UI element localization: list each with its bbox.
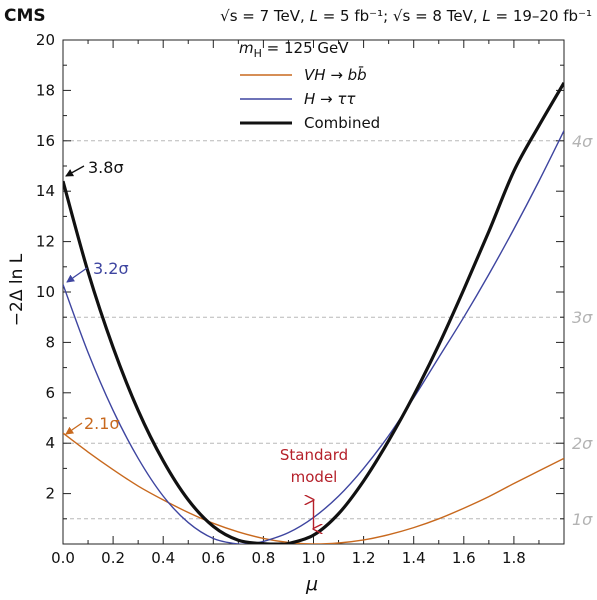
y-tick-label: 20 <box>36 31 55 49</box>
y-tick-label: 8 <box>45 333 55 351</box>
legend-header-sub: H <box>254 47 262 60</box>
sigma-label: 1σ <box>572 510 593 529</box>
legend-entry-bb: VH → bb̄ <box>240 65 367 84</box>
legend-header: mH = 125 GeV <box>239 39 349 60</box>
legend-header-rest: = 125 GeV <box>262 39 349 57</box>
annotation-bb: 2.1σ <box>65 414 120 435</box>
x-tick-label: 0.2 <box>101 549 125 567</box>
annotation-arrow-bb <box>65 422 83 435</box>
lumi-symbol-2: L <box>482 7 490 25</box>
x-ticks: 0.0 0.2 0.4 0.6 0.8 1.0 1.2 1.4 1.6 1.8 <box>51 40 540 567</box>
y-tick-label: 4 <box>45 434 55 452</box>
annotation-label-tautau: 3.2σ <box>93 259 129 278</box>
x-tick-label: 1.8 <box>502 549 526 567</box>
y-ticks: 2 4 6 8 10 12 14 16 18 20 <box>36 31 564 520</box>
sqrt-s-1: √s <box>220 7 238 25</box>
energy-lumi-header: √s = 7 TeV, L = 5 fb⁻¹; √s = 8 TeV, L = … <box>220 7 592 25</box>
legend-entry-combined: Combined <box>240 114 380 132</box>
y-tick-label: 18 <box>36 81 55 99</box>
series-lines <box>63 82 564 544</box>
sigma-label: 4σ <box>572 132 593 151</box>
sigma-label: 3σ <box>572 308 593 327</box>
legend-label-bb: VH → bb̄ <box>304 65 367 84</box>
legend-header-m: m <box>239 39 254 57</box>
annotation-tautau: 3.2σ <box>66 259 129 283</box>
sigma-label: 2σ <box>572 434 593 453</box>
lumi-2: = 19–20 fb⁻¹ <box>491 7 592 25</box>
annotation-combined: 3.8σ <box>65 158 124 177</box>
annotation-arrow-combined <box>65 165 85 177</box>
energy-2: = 8 TeV, <box>410 7 482 25</box>
x-axis-title: μ <box>305 573 318 595</box>
x-tick-label: 0.0 <box>51 549 75 567</box>
standard-model-label-1: Standard <box>280 446 348 464</box>
energy-1: = 7 TeV, <box>238 7 310 25</box>
series-line-vh-bb <box>63 432 564 544</box>
lumi-1: = 5 fb⁻¹; <box>318 7 393 25</box>
legend-label-combined: Combined <box>304 114 380 132</box>
x-tick-label: 0.4 <box>151 549 175 567</box>
x-tick-label: 0.8 <box>251 549 275 567</box>
series-line-h-tautau <box>63 130 564 544</box>
y-tick-label: 10 <box>36 283 55 301</box>
y-tick-label: 6 <box>45 384 55 402</box>
annotation-label-combined: 3.8σ <box>88 158 124 177</box>
y-axis-title: −2Δ ln L <box>7 253 27 326</box>
annotation-arrow-tautau <box>66 267 88 283</box>
sigma-lines: 1σ 2σ 3σ 4σ <box>63 132 593 529</box>
annotation-label-bb: 2.1σ <box>84 414 120 433</box>
y-tick-label: 14 <box>36 182 55 200</box>
standard-model-label-2: model <box>291 468 338 486</box>
lumi-symbol-1: L <box>310 7 318 25</box>
legend-label-tautau: H → ττ <box>304 90 356 108</box>
standard-model-marker: Standard model <box>280 446 348 529</box>
experiment-label: CMS <box>4 6 46 26</box>
x-tick-label: 1.4 <box>402 549 426 567</box>
x-tick-label: 1.6 <box>452 549 476 567</box>
x-tick-label: 1.0 <box>302 549 326 567</box>
x-tick-label: 0.6 <box>201 549 225 567</box>
series-line-combined <box>63 82 564 544</box>
y-tick-label: 12 <box>36 233 55 251</box>
legend: mH = 125 GeV VH → bb̄ H → ττ Combined <box>239 39 380 132</box>
x-tick-label: 1.2 <box>352 549 376 567</box>
y-tick-label: 2 <box>45 485 55 503</box>
y-tick-label: 16 <box>36 132 55 150</box>
legend-entry-tautau: H → ττ <box>240 90 356 108</box>
sqrt-s-2: √s <box>393 7 411 25</box>
